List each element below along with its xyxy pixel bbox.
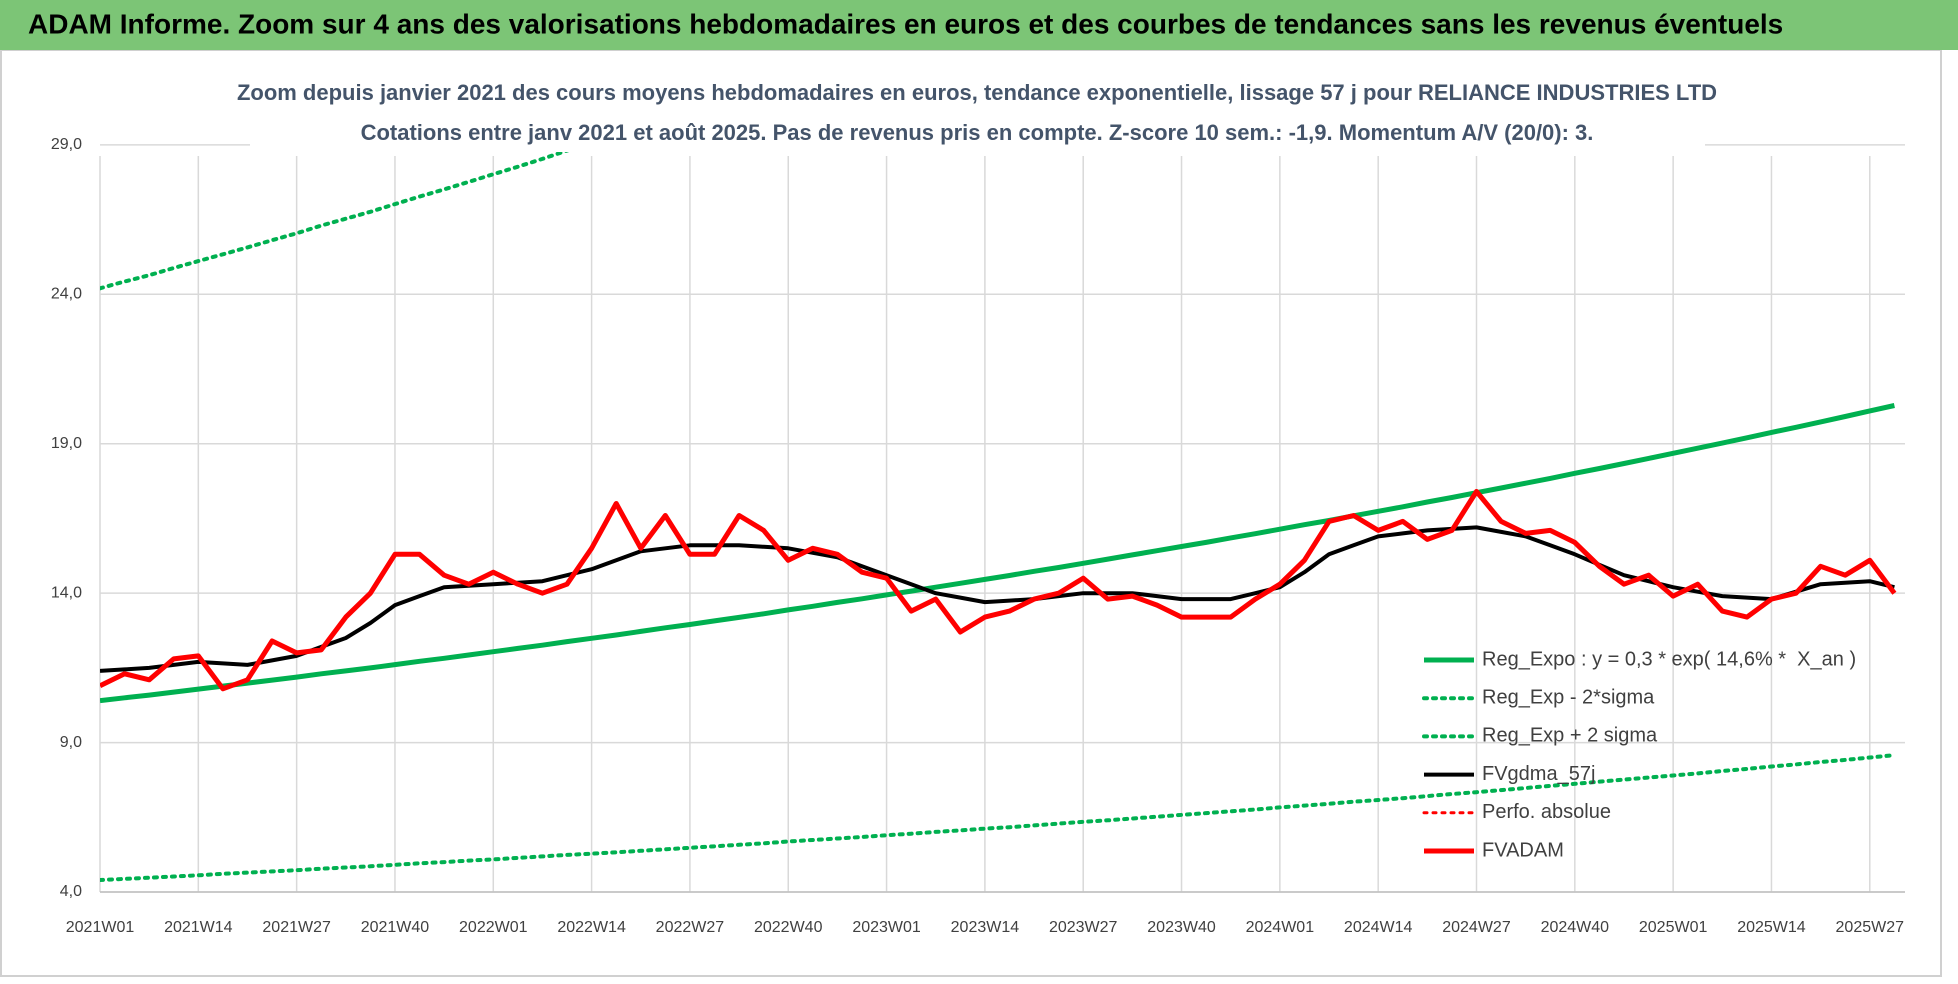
series-line	[100, 753, 1897, 882]
x-tick-label: 2023W14	[951, 919, 1020, 936]
series-line	[100, 489, 1897, 692]
legend-label: FVADAM	[1482, 839, 1564, 861]
x-tick-label: 2023W40	[1147, 919, 1216, 936]
y-tick-label: 29,0	[51, 136, 82, 153]
y-tick-label: 14,0	[51, 584, 82, 601]
axes: 4,0 9,0 14,0 19,0 24,0 29,0 2021W01 2021W14 2021…	[51, 136, 1905, 936]
x-tick-label: 2021W40	[361, 919, 430, 936]
x-tick-label: 2025W14	[1737, 919, 1806, 936]
x-tick-label: 2024W40	[1541, 919, 1610, 936]
x-tick-label: 2025W01	[1639, 919, 1708, 936]
x-tick-label: 2021W14	[164, 919, 233, 936]
legend-label: Reg_Exp + 2 sigma	[1482, 725, 1658, 747]
x-tick-label: 2022W14	[557, 919, 626, 936]
legend: Reg_Expo : y = 0,3 * exp( 14,6% * X_an )…	[1422, 648, 1856, 861]
legend-label: FVgdma_57j	[1482, 763, 1595, 785]
chart-subtitle: Cotations entre janv 2021 et août 2025. …	[361, 120, 1594, 145]
x-tick-label: 2021W27	[262, 919, 331, 936]
chart-title: Zoom depuis janvier 2021 des cours moyen…	[237, 80, 1717, 105]
header-title: ADAM Informe. Zoom sur 4 ans des valoris…	[28, 8, 1783, 39]
title-box	[250, 76, 1705, 152]
x-tick-label: 2023W27	[1049, 919, 1118, 936]
legend-label: Reg_Expo : y = 0,3 * exp( 14,6% * X_an )	[1482, 648, 1856, 670]
x-tick-label: 2024W14	[1344, 919, 1413, 936]
legend-label: Perfo. absolue	[1482, 801, 1611, 823]
header-bar	[0, 0, 1958, 50]
x-tick-label: 2023W01	[852, 919, 921, 936]
y-tick-label: 24,0	[51, 286, 82, 303]
series-line	[100, 403, 1895, 704]
plot-lines	[100, 114, 1897, 882]
x-tick-label: 2022W01	[459, 919, 528, 936]
x-tick-label: 2022W40	[754, 919, 823, 936]
legend-label: Reg_Exp - 2*sigma	[1482, 686, 1655, 708]
x-tick-label: 2021W01	[66, 919, 135, 936]
x-tick-label: 2024W27	[1442, 919, 1511, 936]
y-tick-label: 19,0	[51, 435, 82, 452]
x-tick-label: 2022W27	[656, 919, 725, 936]
y-tick-label: 9,0	[60, 734, 82, 751]
x-tick-label: 2024W01	[1246, 919, 1315, 936]
y-tick-label: 4,0	[60, 883, 82, 900]
x-tick-label: 2025W27	[1836, 919, 1905, 936]
